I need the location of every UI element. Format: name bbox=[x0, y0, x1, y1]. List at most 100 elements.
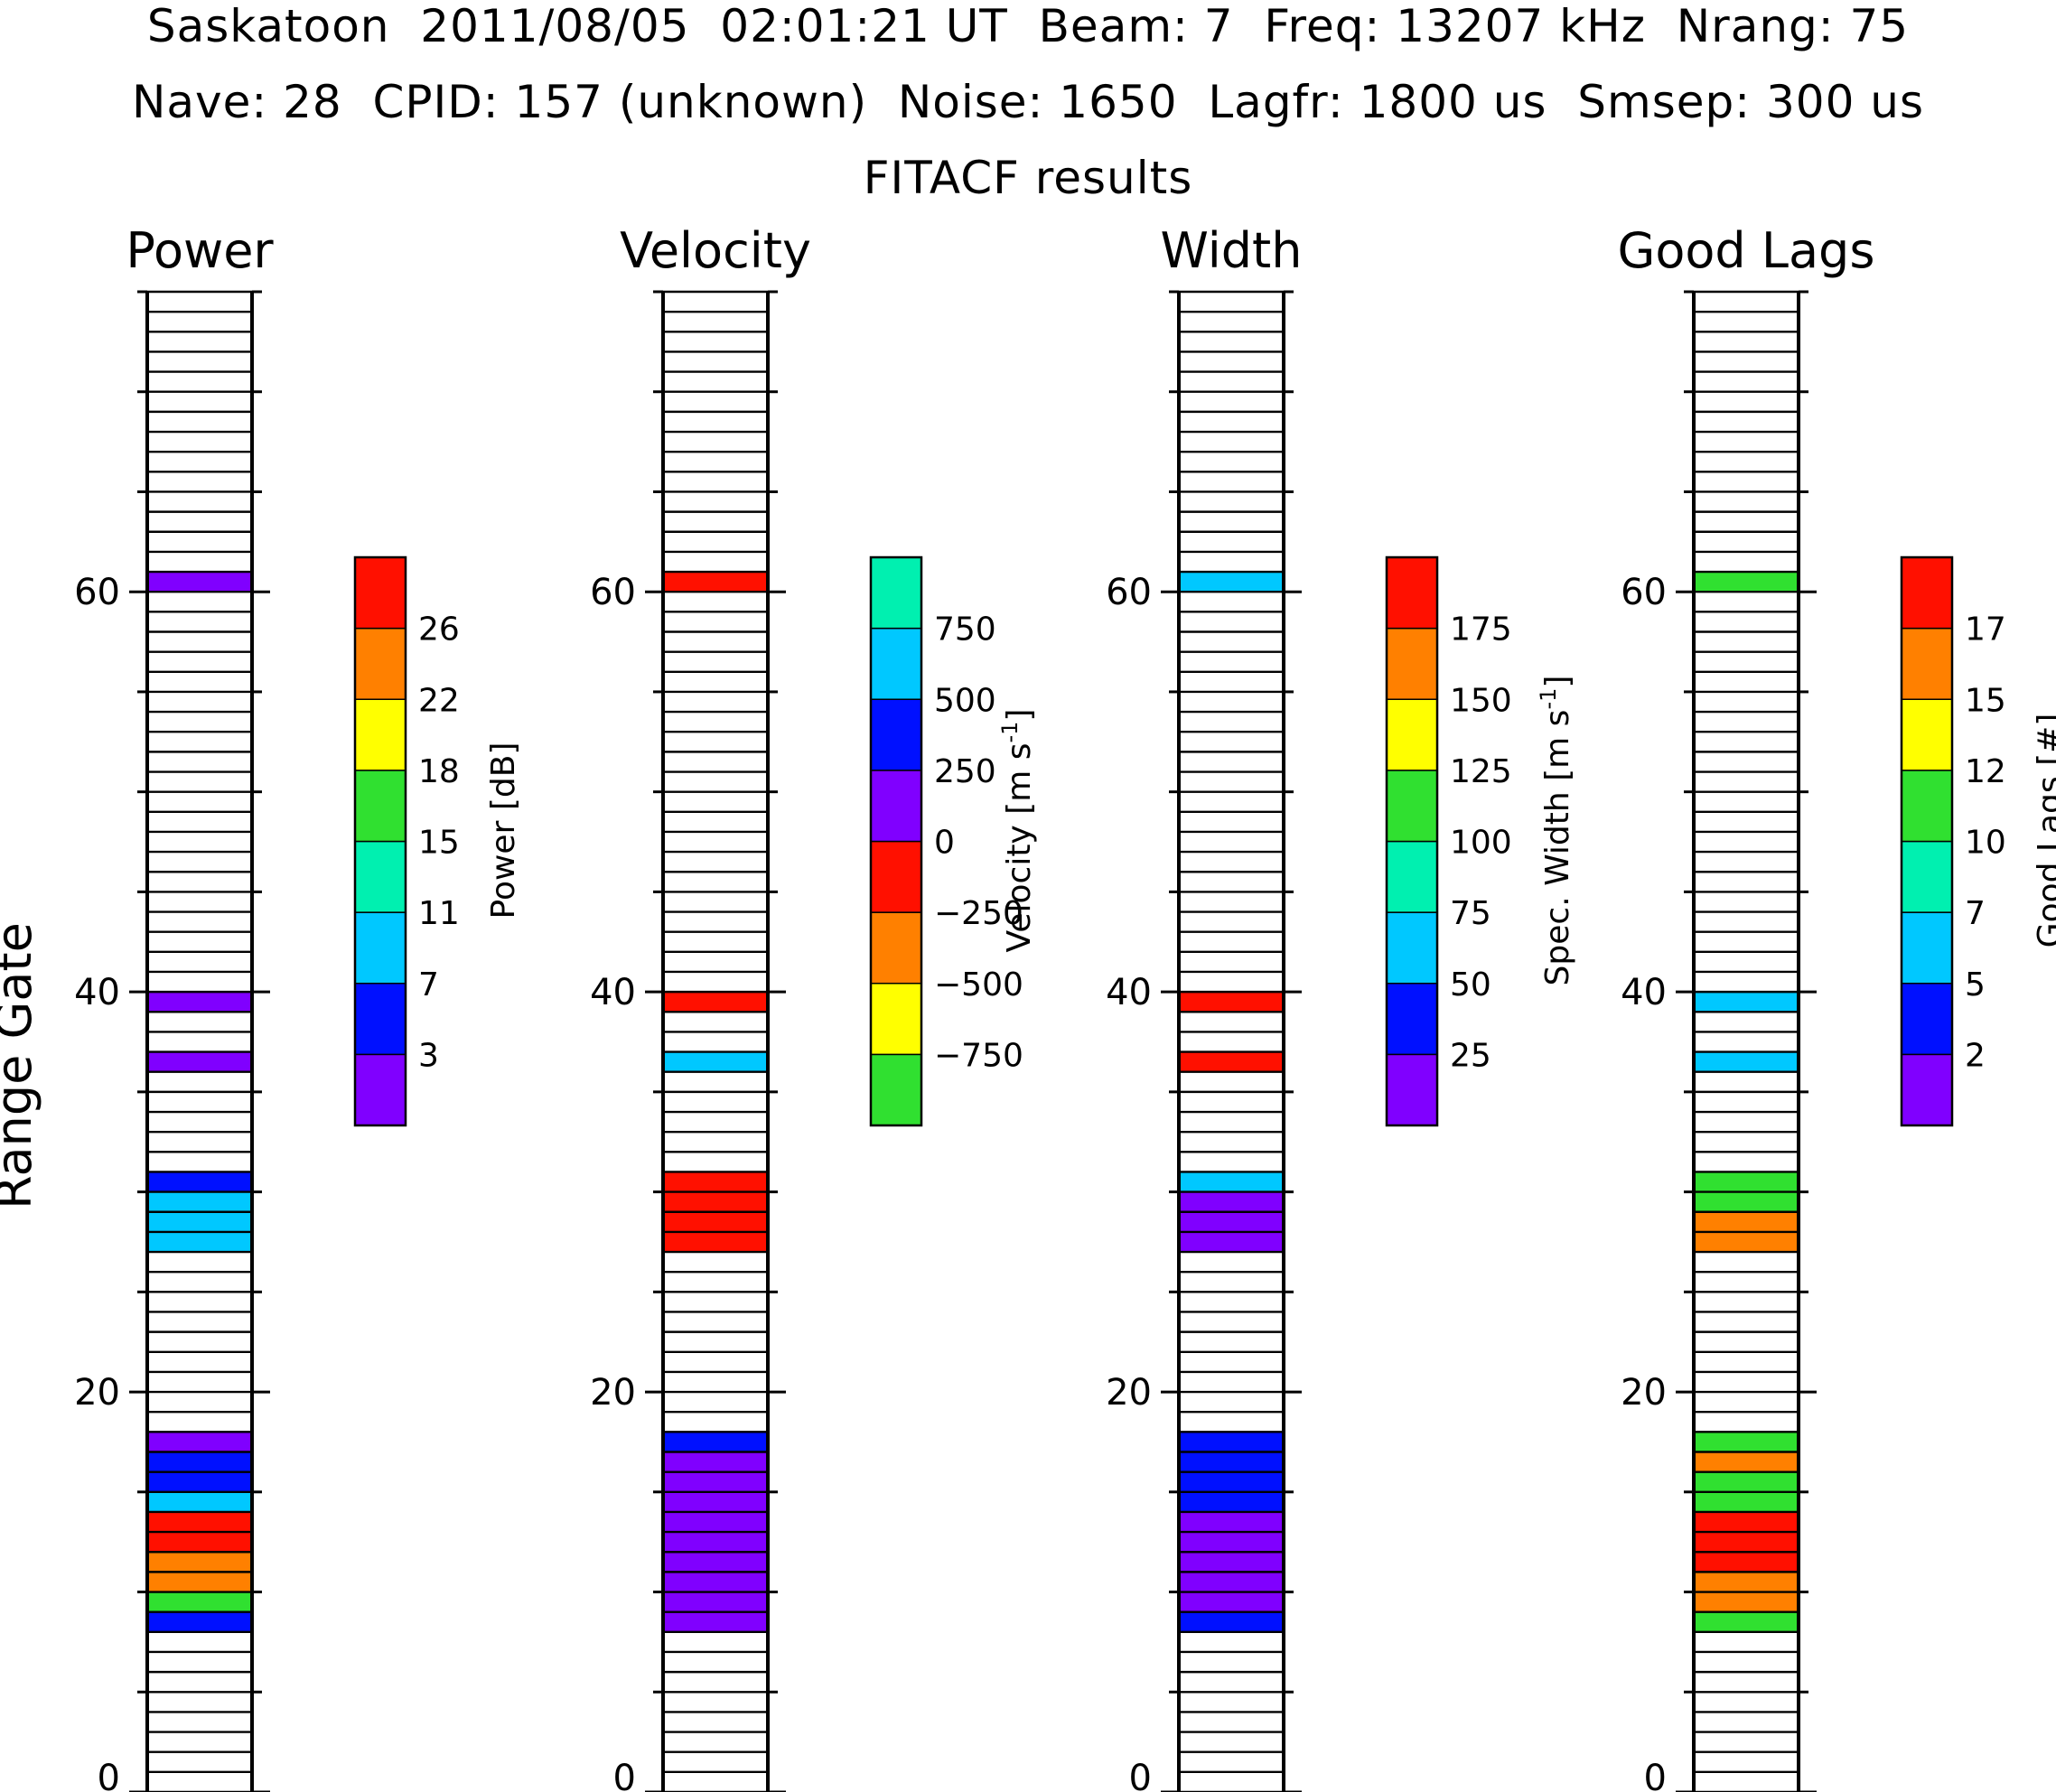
power-ytick-label-20: 20 bbox=[74, 1372, 120, 1414]
power-colorbar-label-5: 22 bbox=[418, 682, 460, 719]
velocity-colorbar-label-0: −750 bbox=[934, 1037, 1023, 1074]
velocity-colorbar-frame bbox=[869, 555, 923, 1127]
width-colorbar-label-6: 175 bbox=[1450, 611, 1512, 649]
width-colorbar-label-2: 75 bbox=[1450, 895, 1491, 932]
width-colorbar-swatch-0 bbox=[1386, 1053, 1438, 1126]
good-lags-colorbar-label-2: 7 bbox=[1965, 895, 1986, 932]
good-lags-ytick-label-0: 0 bbox=[1644, 1758, 1667, 1792]
velocity-colorbar-label-4: 250 bbox=[934, 753, 996, 790]
good-lags-cell-gate-12 bbox=[1694, 1532, 1799, 1553]
velocity-colorbar-swatch-0 bbox=[870, 1053, 922, 1126]
velocity-colorbar-label-2: −250 bbox=[934, 895, 1023, 932]
width-colorbar-label-5: 150 bbox=[1450, 682, 1512, 719]
good-lags-cell-gate-29 bbox=[1694, 1191, 1799, 1212]
good-lags-colorbar-label-5: 15 bbox=[1965, 682, 2006, 719]
width-colorbar-frame bbox=[1385, 555, 1439, 1127]
velocity-cell-gate-16 bbox=[663, 1451, 768, 1472]
good-lags-cell-gate-36 bbox=[1694, 1051, 1799, 1072]
good-lags-cell-gate-13 bbox=[1694, 1511, 1799, 1533]
power-ytick-label-60: 60 bbox=[74, 572, 120, 613]
good-lags-colorbar-title: Good Lags [#] bbox=[2032, 714, 2056, 948]
velocity-cell-gate-60 bbox=[663, 572, 768, 593]
good-lags-cell-gate-9 bbox=[1694, 1591, 1799, 1612]
good-lags-ytick-label-40: 40 bbox=[1621, 972, 1667, 1013]
width-cell-gate-30 bbox=[1179, 1171, 1284, 1192]
velocity-cell-gate-14 bbox=[663, 1491, 768, 1512]
good-lags-colorbar-label-3: 10 bbox=[1965, 825, 2006, 862]
power-colorbar-swatch-7 bbox=[354, 556, 407, 630]
good-lags-ytick-label-60: 60 bbox=[1621, 572, 1667, 613]
width-colorbar-swatch-7 bbox=[1386, 556, 1438, 630]
power-colorbar-swatch-0 bbox=[354, 1053, 407, 1126]
good-lags-colorbar-label-6: 17 bbox=[1965, 611, 2006, 649]
velocity-colorbar-swatch-7 bbox=[870, 556, 922, 630]
good-lags-cell-gate-14 bbox=[1694, 1491, 1799, 1512]
power-colorbar-label-3: 15 bbox=[418, 825, 460, 862]
power-colorbar-title: Power [dB] bbox=[485, 742, 522, 919]
power-cell-gate-12 bbox=[147, 1532, 252, 1553]
power-colorbar-swatch-3 bbox=[354, 840, 407, 913]
good-lags-cell-gate-8 bbox=[1694, 1611, 1799, 1632]
good-lags-cell-gate-28 bbox=[1694, 1211, 1799, 1232]
velocity-ytick-label-60: 60 bbox=[590, 572, 636, 613]
velocity-ytick-label-0: 0 bbox=[613, 1758, 636, 1792]
power-panel-title: Power bbox=[126, 222, 274, 279]
velocity-colorbar-swatch-3 bbox=[870, 840, 922, 913]
width-ytick-label-0: 0 bbox=[1129, 1758, 1152, 1792]
good-lags-colorbar-label-4: 12 bbox=[1965, 753, 2006, 790]
velocity-cell-gate-11 bbox=[663, 1552, 768, 1573]
power-cell-gate-60 bbox=[147, 572, 252, 593]
width-ytick-label-40: 40 bbox=[1106, 972, 1152, 1013]
velocity-cell-gate-13 bbox=[663, 1511, 768, 1533]
good-lags-colorbar-label-1: 5 bbox=[1965, 966, 1986, 1003]
power-colorbar-swatch-4 bbox=[354, 770, 407, 843]
power-colorbar-label-4: 18 bbox=[418, 753, 460, 790]
good-lags-colorbar-frame bbox=[1900, 555, 1954, 1127]
power-ytick-label-40: 40 bbox=[74, 972, 120, 1013]
width-colorbar-swatch-3 bbox=[1386, 840, 1438, 913]
good-lags-colorbar-swatch-5 bbox=[1901, 698, 1953, 771]
velocity-colorbar-swatch-5 bbox=[870, 698, 922, 771]
good-lags-cell-gate-11 bbox=[1694, 1552, 1799, 1573]
velocity-colorbar-title: Velocity [m s-1] bbox=[997, 709, 1038, 953]
good-lags-cell-gate-15 bbox=[1694, 1471, 1799, 1492]
good-lags-cell-gate-10 bbox=[1694, 1572, 1799, 1592]
good-lags-cell-gate-30 bbox=[1694, 1171, 1799, 1192]
power-colorbar-swatch-5 bbox=[354, 698, 407, 771]
width-colorbar-title: Spec. Width [m s-1] bbox=[1536, 676, 1576, 986]
width-cell-gate-29 bbox=[1179, 1191, 1284, 1212]
velocity-cell-gate-17 bbox=[663, 1432, 768, 1452]
width-cell-gate-13 bbox=[1179, 1511, 1284, 1533]
velocity-cell-gate-39 bbox=[663, 992, 768, 1013]
good-lags-cell-gate-39 bbox=[1694, 992, 1799, 1013]
good-lags-colorbar-swatch-4 bbox=[1901, 770, 1953, 843]
power-cell-gate-9 bbox=[147, 1591, 252, 1612]
width-colorbar-label-3: 100 bbox=[1450, 825, 1512, 862]
good-lags-colorbar-swatch-6 bbox=[1901, 627, 1953, 700]
y-axis-label: Range Gate bbox=[0, 922, 42, 1209]
width-colorbar-label-1: 50 bbox=[1450, 966, 1491, 1003]
width-colorbar-swatch-5 bbox=[1386, 698, 1438, 771]
good-lags-colorbar-swatch-7 bbox=[1901, 556, 1953, 630]
velocity-cell-gate-12 bbox=[663, 1532, 768, 1553]
velocity-ytick-label-20: 20 bbox=[590, 1372, 636, 1414]
velocity-colorbar-swatch-4 bbox=[870, 770, 922, 843]
power-cell-gate-39 bbox=[147, 992, 252, 1013]
power-colorbar-label-6: 26 bbox=[418, 611, 460, 649]
power-cell-gate-16 bbox=[147, 1451, 252, 1472]
power-colorbar-frame bbox=[353, 555, 407, 1127]
good-lags-cell-gate-17 bbox=[1694, 1432, 1799, 1452]
good-lags-colorbar-swatch-0 bbox=[1901, 1053, 1953, 1126]
velocity-cell-gate-8 bbox=[663, 1611, 768, 1632]
velocity-cell-gate-30 bbox=[663, 1171, 768, 1192]
good-lags-colorbar-swatch-2 bbox=[1901, 911, 1953, 985]
power-colorbar-label-2: 11 bbox=[418, 895, 460, 932]
power-cell-gate-29 bbox=[147, 1191, 252, 1212]
velocity-colorbar-label-3: 0 bbox=[934, 825, 955, 862]
good-lags-ytick-label-20: 20 bbox=[1621, 1372, 1667, 1414]
width-colorbar-swatch-1 bbox=[1386, 983, 1438, 1056]
width-cell-gate-16 bbox=[1179, 1451, 1284, 1472]
good-lags-cell-gate-60 bbox=[1694, 572, 1799, 593]
velocity-colorbar-label-5: 500 bbox=[934, 682, 996, 719]
power-cell-gate-14 bbox=[147, 1491, 252, 1512]
